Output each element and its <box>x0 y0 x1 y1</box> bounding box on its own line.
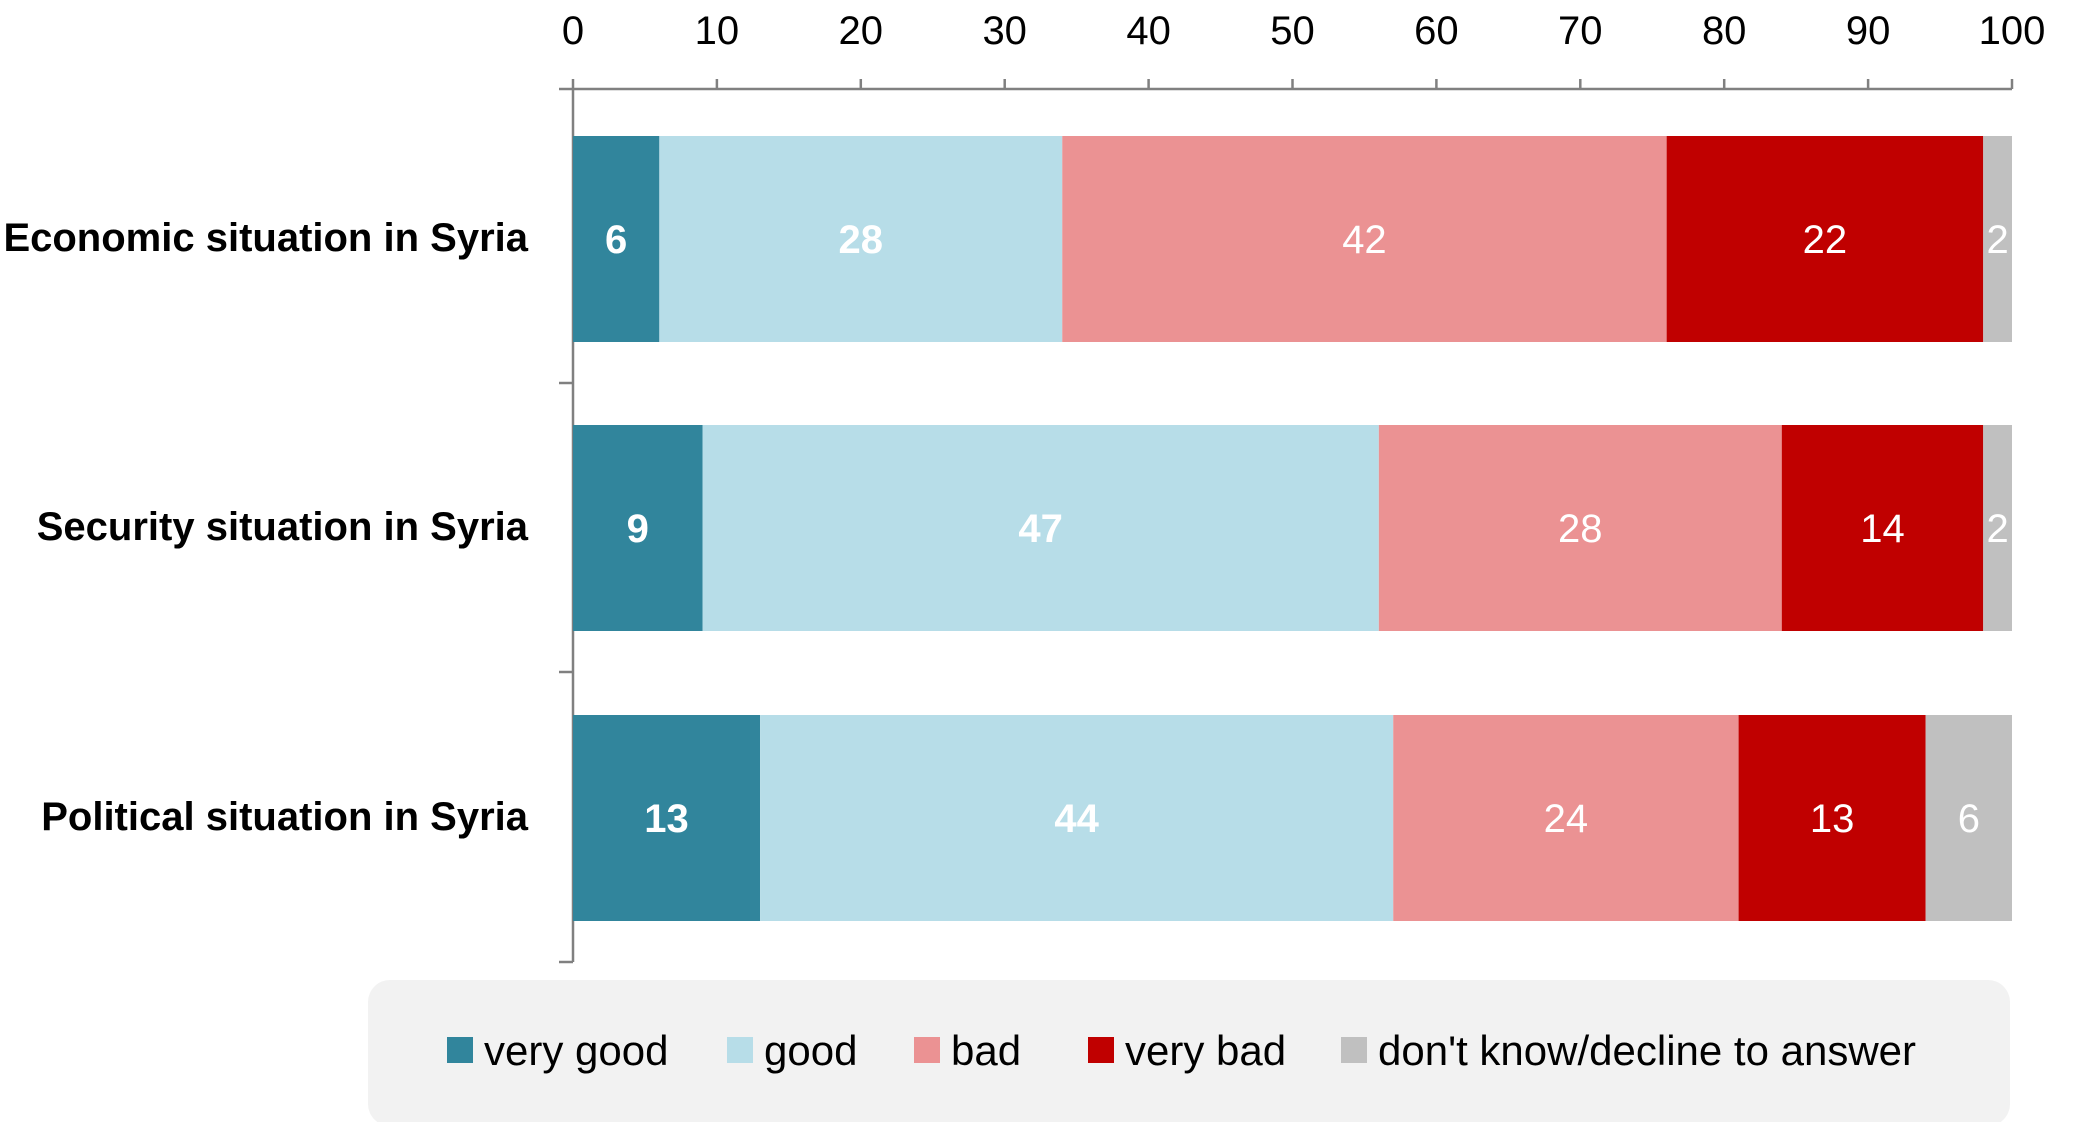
data-label: 2 <box>1986 218 2008 262</box>
x-tick-label: 90 <box>1846 9 1891 53</box>
bar-segment <box>1983 136 2012 342</box>
bar-segment <box>573 715 761 921</box>
legend-label: good <box>764 1027 857 1074</box>
bar-segment <box>1925 715 2012 921</box>
bar-segment <box>573 136 660 342</box>
data-label: 24 <box>1544 797 1589 841</box>
data-label: 28 <box>839 218 884 262</box>
data-label: 14 <box>1860 507 1905 551</box>
bar-segment <box>1393 715 1739 921</box>
data-label: 47 <box>1018 507 1063 551</box>
x-axis: 0 10 20 30 40 50 60 70 80 90 100 <box>559 9 2046 964</box>
legend-swatch <box>1341 1037 1367 1063</box>
bar-segment <box>1983 425 2012 631</box>
x-tick-label: 50 <box>1270 9 1315 53</box>
data-label: 44 <box>1054 797 1099 841</box>
legend-swatch <box>447 1037 473 1063</box>
x-tick-label: 10 <box>695 9 740 53</box>
x-tick-label: 0 <box>562 9 584 53</box>
data-label: 9 <box>627 507 649 551</box>
legend-label: bad <box>951 1027 1021 1074</box>
data-label: 6 <box>1958 797 1980 841</box>
data-label: 13 <box>644 797 689 841</box>
bar-segment <box>760 715 1394 921</box>
bar-segment <box>659 136 1063 342</box>
category-label: Political situation in Syria <box>41 795 529 839</box>
data-label: 42 <box>1342 218 1387 262</box>
bar-segment <box>1781 425 1984 631</box>
x-tick-label: 20 <box>839 9 884 53</box>
bar-segment <box>1378 425 1782 631</box>
legend-swatch <box>1088 1037 1114 1063</box>
x-tick-label: 30 <box>982 9 1027 53</box>
bar-segment <box>1738 715 1926 921</box>
bar-segment <box>1666 136 1984 342</box>
data-label: 13 <box>1810 797 1855 841</box>
legend-swatch <box>914 1037 940 1063</box>
bar-segment <box>573 425 703 631</box>
bar-segment <box>1062 136 1667 342</box>
x-tick-label: 80 <box>1702 9 1747 53</box>
legend: very good good bad very bad don't know/decli… <box>368 980 2010 1122</box>
x-tick-label: 70 <box>1558 9 1603 53</box>
legend-label: very bad <box>1125 1027 1286 1074</box>
category-label: Security situation in Syria <box>37 505 529 549</box>
bars: 6 28 42 22 29 47 28 14 213 44 24 13 6 <box>573 136 2012 921</box>
x-tick-label: 60 <box>1414 9 1459 53</box>
legend-label: don't know/decline to answer <box>1378 1027 1916 1074</box>
legend-label: very good <box>484 1027 668 1074</box>
data-label: 28 <box>1558 507 1603 551</box>
legend-box <box>368 980 2010 1122</box>
x-tick-label: 100 <box>1979 9 2046 53</box>
data-label: 6 <box>605 218 627 262</box>
x-tick-label: 40 <box>1126 9 1171 53</box>
data-label: 2 <box>1986 507 2008 551</box>
legend-swatch <box>727 1037 753 1063</box>
category-labels: Economic situation in Syria Security situ… <box>3 216 528 839</box>
data-label: 22 <box>1803 218 1848 262</box>
category-label: Economic situation in Syria <box>3 216 528 260</box>
bar-segment <box>702 425 1379 631</box>
